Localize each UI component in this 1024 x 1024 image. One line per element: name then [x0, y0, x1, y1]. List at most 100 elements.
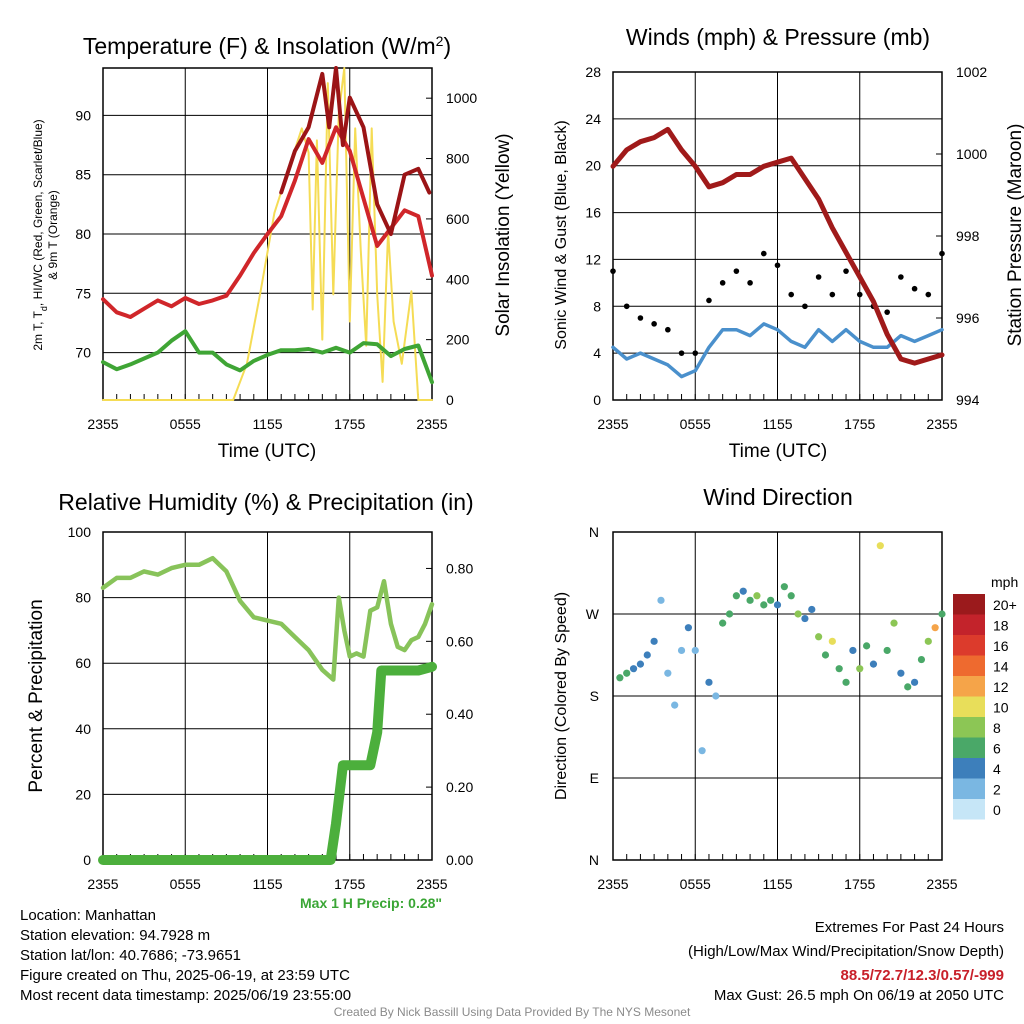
direction-point — [821, 651, 830, 659]
y-tick-label: 85 — [75, 167, 91, 183]
gust-point — [706, 297, 712, 304]
y2-tick-label: 400 — [446, 271, 470, 287]
gust-point — [665, 326, 671, 333]
x-tick-label: 2355 — [87, 876, 118, 892]
y-tick-label: 60 — [75, 655, 91, 671]
x-tick-label: 1155 — [762, 416, 792, 432]
gust-point — [623, 303, 630, 310]
y2-tick-label: 996 — [956, 310, 980, 326]
direction-point — [753, 592, 761, 600]
direction-point — [917, 655, 926, 664]
colorbar-cell — [953, 717, 985, 738]
gust-point — [678, 350, 685, 356]
y-tick-label: 28 — [585, 64, 601, 80]
x-tick-label: 1155 — [762, 876, 792, 892]
y-tick-label: 0 — [83, 852, 91, 868]
y2-tick-label: 998 — [956, 228, 980, 244]
panel-temperature: 2355 0555 1155 1755 2355 70 75 80 85 90 0 200 400 600… — [75, 66, 477, 432]
colorbar-label: 4 — [993, 761, 1001, 777]
series-line-rh — [100, 555, 435, 682]
x-tick-label: 1155 — [252, 416, 282, 432]
x-tick-label: 2355 — [416, 416, 447, 432]
y-tick-label: 20 — [75, 786, 91, 802]
max-precip-note: Max 1 H Precip: 0.28" — [300, 895, 443, 911]
direction-point — [712, 692, 720, 700]
direction-point — [691, 646, 699, 655]
direction-point — [671, 701, 679, 709]
y2-tick-label: 600 — [446, 211, 470, 227]
direction-point — [924, 637, 932, 645]
direction-point — [904, 683, 912, 691]
colorbar-cell — [953, 696, 985, 717]
direction-point — [883, 646, 891, 655]
y-tick-label: 12 — [585, 251, 601, 267]
direction-point — [719, 619, 727, 627]
colorbar-cell — [953, 635, 985, 656]
colorbar-cell — [953, 737, 985, 758]
direction-point — [664, 669, 672, 677]
temp-xlabel: Time (UTC) — [218, 441, 317, 462]
y-tick-label: 90 — [75, 107, 91, 123]
panel-humidity: 2355 0555 1155 1755 2355 0 20 40 60 80 100 0.00 0.20… — [68, 524, 474, 892]
colorbar-label: 16 — [993, 638, 1009, 654]
recent-data-text: Most recent data timestamp: 2025/06/19 2… — [20, 987, 352, 1004]
colorbar-label: 10 — [993, 700, 1009, 716]
gust-point — [815, 274, 822, 280]
wind-panel-title: Winds (mph) & Pressure (mb) — [626, 24, 930, 50]
temp-ylabel: 2m T, Td, HI/WC (Red, Green, Scarlet/Blu… — [31, 119, 49, 350]
series-line-sonic-wind — [611, 322, 944, 379]
direction-point — [856, 665, 864, 673]
direction-point — [863, 642, 871, 650]
colorbar-cell — [953, 614, 985, 635]
elevation-text: Station elevation: 94.7928 m — [20, 927, 211, 944]
series-line-9m-t — [279, 66, 432, 236]
gust-point — [829, 291, 836, 298]
direction-point — [938, 610, 946, 618]
extremes-title: Extremes For Past 24 Hours — [814, 919, 1004, 936]
extremes-block: Extremes For Past 24 Hours (High/Low/Max… — [688, 918, 1004, 1006]
direction-point — [643, 651, 651, 659]
direction-point — [746, 596, 754, 604]
direction-point — [835, 665, 843, 673]
series-line-2m-t — [101, 125, 434, 319]
y-tick-label: 8 — [593, 298, 601, 314]
y-tick-label: 70 — [75, 345, 91, 361]
series-line-pressure — [610, 126, 945, 366]
colorbar-label: 12 — [993, 679, 1009, 695]
direction-point — [629, 665, 638, 673]
temp-panel-title: Temperature (F) & Insolation (W/m2) — [83, 33, 451, 59]
direction-point — [801, 614, 809, 623]
y2-tick-label: 0.00 — [446, 852, 473, 868]
y-tick-label: 40 — [75, 721, 91, 737]
gust-point — [788, 291, 795, 298]
colorbar-label: 20+ — [993, 597, 1017, 613]
gust-point — [760, 250, 767, 257]
direction-point — [760, 601, 768, 609]
y2-tick-label: 0.20 — [446, 779, 473, 795]
direction-point — [787, 592, 795, 600]
gust-point — [911, 285, 918, 292]
x-tick-label: 2355 — [87, 416, 118, 432]
colorbar-label: 18 — [993, 618, 1009, 634]
gust-point — [856, 291, 863, 298]
colorbar-cell — [953, 594, 985, 615]
gust-point — [843, 268, 849, 274]
direction-point — [869, 660, 878, 668]
latlon-text: Station lat/lon: 40.7686; -73.9651 — [20, 947, 242, 964]
gust-point — [733, 268, 740, 274]
temp-y2label: Solar Insolation (Yellow) — [493, 133, 514, 336]
x-tick-label: 0555 — [680, 416, 711, 432]
y2-tick-label: 0.60 — [446, 633, 473, 649]
colorbar-cell — [953, 655, 985, 676]
direction-point — [849, 646, 857, 655]
rh-ylabel: Percent & Precipitation — [26, 599, 47, 792]
direction-point — [876, 542, 884, 550]
gust-point — [898, 274, 904, 280]
gust-point — [637, 315, 644, 321]
direction-point — [808, 605, 816, 614]
y2-tick-label: 1000 — [446, 90, 477, 106]
y-tick-label: 4 — [593, 345, 601, 361]
x-tick-label: 1755 — [844, 876, 875, 892]
y-tick-label: 0 — [593, 392, 601, 408]
